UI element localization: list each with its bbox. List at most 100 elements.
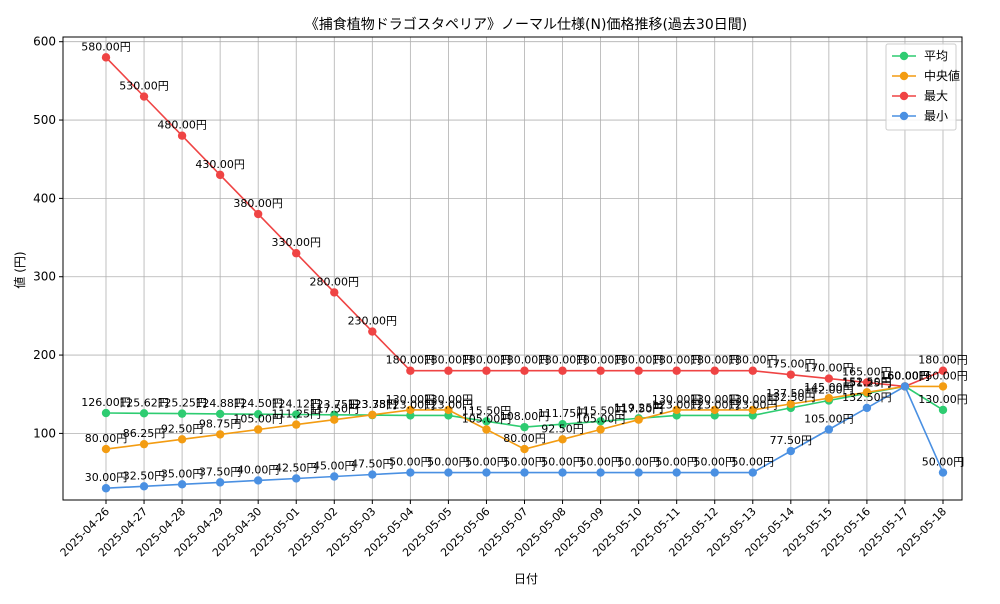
data-point [253, 209, 263, 219]
data-label: 180.00円 [614, 354, 664, 367]
data-label: 50.00円 [427, 456, 470, 469]
data-point [101, 408, 111, 418]
data-label: 124.12円 [271, 398, 321, 411]
data-point [824, 374, 834, 383]
data-label: 123.75円 [310, 398, 360, 411]
y-axis-label: 値 (円) [12, 251, 27, 288]
data-point [710, 366, 719, 375]
data-point [824, 425, 834, 434]
data-point [215, 409, 225, 419]
data-label: 160.00円 [880, 369, 930, 382]
data-label: 175.00円 [766, 358, 816, 371]
y-tick-label: 300 [33, 270, 56, 284]
legend-label: 最大 [924, 89, 948, 103]
data-label: 152.50円 [842, 375, 892, 388]
data-point [520, 366, 529, 375]
y-tick-label: 200 [33, 348, 56, 362]
data-point [330, 472, 339, 481]
data-point [101, 444, 111, 454]
data-label: 280.00円 [310, 275, 360, 288]
data-label: 111.75円 [538, 407, 588, 420]
data-label: 124.88円 [195, 397, 245, 410]
data-point [177, 131, 187, 140]
data-label: 142.00円 [804, 384, 854, 397]
data-point [177, 480, 187, 489]
data-label: 105.00円 [804, 412, 854, 425]
data-point [938, 405, 948, 415]
legend-marker [899, 111, 909, 121]
data-point [253, 410, 263, 419]
data-label: 180.00円 [690, 354, 740, 367]
data-label: 80.00円 [503, 432, 546, 445]
series-layer [101, 53, 948, 493]
data-label: 160.00円 [880, 369, 930, 382]
data-label: 105.00円 [462, 412, 512, 425]
data-point [558, 468, 567, 477]
data-label: 50.00円 [579, 456, 622, 469]
data-point [444, 366, 453, 375]
data-label: 230.00円 [348, 315, 398, 328]
data-point [177, 435, 187, 444]
data-label: 145.00円 [804, 381, 854, 394]
data-point [558, 435, 567, 444]
data-point [101, 484, 111, 493]
data-label: 123.00円 [424, 398, 474, 411]
data-label: 132.50円 [766, 391, 816, 404]
data-label: 37.50円 [199, 465, 242, 478]
data-label: 180.00円 [462, 354, 512, 367]
data-point [748, 468, 757, 477]
data-point [786, 370, 796, 379]
legend-label: 最小 [924, 109, 948, 123]
data-point [520, 468, 529, 477]
data-point [596, 366, 605, 375]
data-label: 165.00円 [842, 365, 892, 378]
data-point [482, 417, 491, 426]
legend-box [885, 43, 957, 131]
data-label: 117.50円 [310, 403, 360, 416]
data-label: 126.00円 [81, 396, 131, 409]
data-point [406, 366, 415, 375]
axes-layer: 1002003004005006002025-04-262025-04-2720… [33, 35, 963, 559]
x-axis-label: 日付 [514, 572, 538, 586]
data-label: 123.00円 [728, 398, 778, 411]
data-label: 50.00円 [389, 456, 432, 469]
data-point [520, 444, 529, 454]
data-label: 119.25円 [614, 401, 664, 414]
data-point [672, 468, 681, 477]
data-label: 123.00円 [652, 398, 702, 411]
data-label: 115.50円 [462, 404, 512, 417]
data-label: 50.00円 [617, 456, 660, 469]
data-point [824, 393, 834, 403]
data-point [558, 366, 567, 375]
data-label: 180.00円 [728, 354, 778, 367]
data-label: 115.50円 [576, 404, 626, 417]
data-label: 130.00円 [386, 393, 436, 406]
data-label: 160.00円 [880, 369, 930, 382]
data-point [938, 382, 948, 391]
data-point [292, 474, 301, 483]
data-point [938, 468, 948, 477]
data-point [520, 422, 529, 432]
data-point [634, 366, 643, 375]
data-label: 170.00円 [804, 362, 854, 375]
data-point [482, 366, 491, 375]
data-label: 77.50円 [770, 434, 813, 447]
data-point [292, 420, 301, 429]
grid-layer [63, 37, 962, 500]
data-label: 137.50円 [766, 387, 816, 400]
data-label: 50.00円 [541, 456, 584, 469]
data-point [139, 92, 149, 101]
data-label: 180.00円 [918, 354, 968, 367]
data-point [558, 420, 567, 429]
data-label: 123.00円 [386, 398, 436, 411]
data-label: 92.50円 [541, 422, 584, 435]
data-label: 180.00円 [652, 354, 702, 367]
y-tick-label: 600 [33, 35, 56, 49]
data-label: 480.00円 [157, 119, 207, 132]
data-point [139, 482, 149, 491]
data-point [292, 410, 301, 419]
data-point [900, 382, 910, 391]
data-label: 117.50円 [614, 403, 664, 416]
